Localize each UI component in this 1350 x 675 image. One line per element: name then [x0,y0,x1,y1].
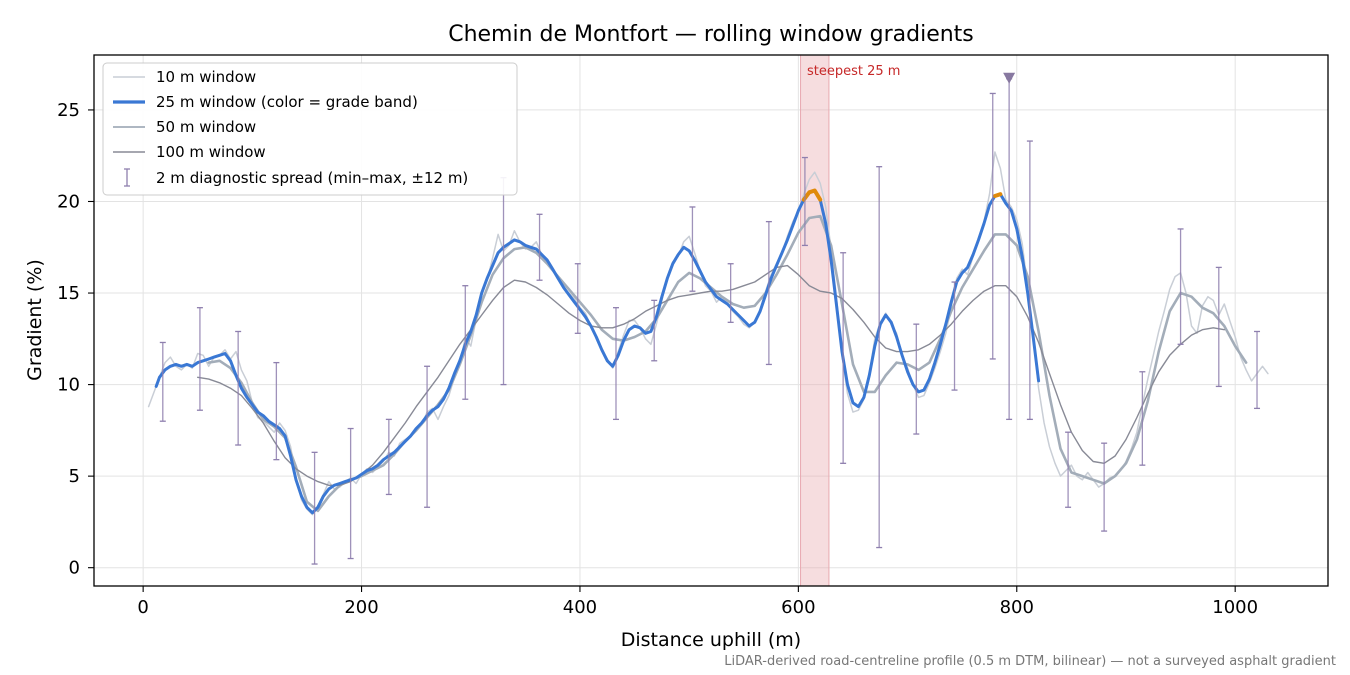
error-bar-5 [347,427,354,560]
error-bar-18 [840,252,847,464]
error-bar-24 [1026,140,1033,421]
x-tick-label-4: 800 [1000,597,1034,618]
error-bar-27 [1139,371,1146,466]
y-tick-label-0: 0 [69,558,80,579]
error-bar-3 [273,361,280,461]
series-line-1 [154,189,1041,515]
legend-label-25m: 25 m window (color = grade band) [156,93,418,111]
error-bar-15 [727,263,734,323]
legend-label-100m: 100 m window [156,143,266,161]
error-bar-6 [385,418,392,496]
x-tick-label-3: 600 [781,597,815,618]
chart-title: Chemin de Montfort — rolling window grad… [448,22,974,47]
error-bar-10 [536,213,543,281]
error-bar-7 [424,365,431,508]
error-bar-29 [1215,266,1222,388]
error-bar-13 [651,299,658,362]
error-bar-1 [196,307,203,411]
series-line-3 [196,264,1226,486]
y-axis-title: Gradient (%) [24,259,46,381]
legend-label-errorbar: 2 m diagnostic spread (min–max, ±12 m) [156,169,468,187]
max-gradient-marker [1003,72,1016,84]
error-bar-22 [989,92,996,360]
x-tick-label-5: 1000 [1212,597,1258,618]
error-bar-20 [913,323,920,435]
legend: 10 m window 25 m window (color = grade b… [102,62,518,196]
error-bar-19 [876,166,883,549]
series-highlight-1 [992,192,1003,198]
footnote: LiDAR-derived road-centreline profile (0… [724,654,1336,669]
x-axis-title: Distance uphill (m) [621,629,801,651]
y-tick-label-2: 10 [57,375,80,396]
error-bar-26 [1101,442,1108,532]
error-bar-16 [765,220,772,366]
x-tick-label-2: 400 [563,597,597,618]
steepest-segment-band [800,54,830,587]
legend-box [102,62,518,196]
error-bar-30 [1254,330,1261,410]
error-bar-17 [801,156,808,247]
error-bar-28 [1177,228,1184,345]
error-bar-11 [574,263,581,334]
plot-frame [93,54,1329,587]
error-bar-25 [1065,431,1072,508]
y-axis-ticks: 0 5 10 15 20 25 [57,100,94,579]
legend-swatch-errorbar [124,168,130,187]
error-bar-0 [159,341,166,422]
series-highlight-0 [801,188,823,202]
error-bar-9 [500,177,507,386]
series-line-0 [147,151,1269,516]
y-tick-label-1: 5 [69,466,80,487]
error-bar-2 [235,330,242,446]
steepest-band [800,54,830,587]
steepest-annotation: steepest 25 m [807,64,900,79]
x-axis-ticks: 0 200 400 600 800 1000 [137,586,1258,618]
y-tick-label-5: 25 [57,100,80,121]
legend-label-10m: 10 m window [156,68,256,86]
error-bars [159,78,1261,565]
error-bar-4 [311,451,318,565]
error-bar-21 [951,281,958,391]
error-bar-8 [462,285,469,400]
error-bar-14 [689,206,696,292]
y-tick-label-3: 15 [57,283,80,304]
legend-label-50m: 50 m window [156,118,256,136]
y-tick-label-4: 20 [57,191,80,212]
error-bar-12 [612,307,619,421]
series-line-2 [207,214,1248,513]
error-bar-23 [1006,78,1013,421]
markers [1003,72,1016,84]
x-tick-label-0: 0 [137,597,148,618]
series-lines [147,151,1269,516]
x-tick-label-1: 200 [344,597,378,618]
